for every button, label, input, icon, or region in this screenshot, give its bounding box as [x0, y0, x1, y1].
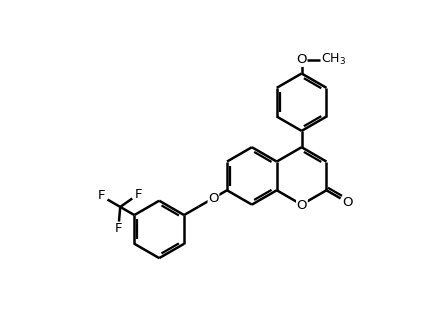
Text: O: O: [343, 196, 353, 209]
Text: O: O: [208, 191, 219, 205]
Text: F: F: [98, 190, 105, 202]
Text: O: O: [296, 53, 307, 66]
Text: CH$_3$: CH$_3$: [321, 52, 346, 67]
Text: F: F: [114, 222, 122, 235]
Text: O: O: [297, 199, 307, 212]
Text: F: F: [134, 188, 142, 201]
